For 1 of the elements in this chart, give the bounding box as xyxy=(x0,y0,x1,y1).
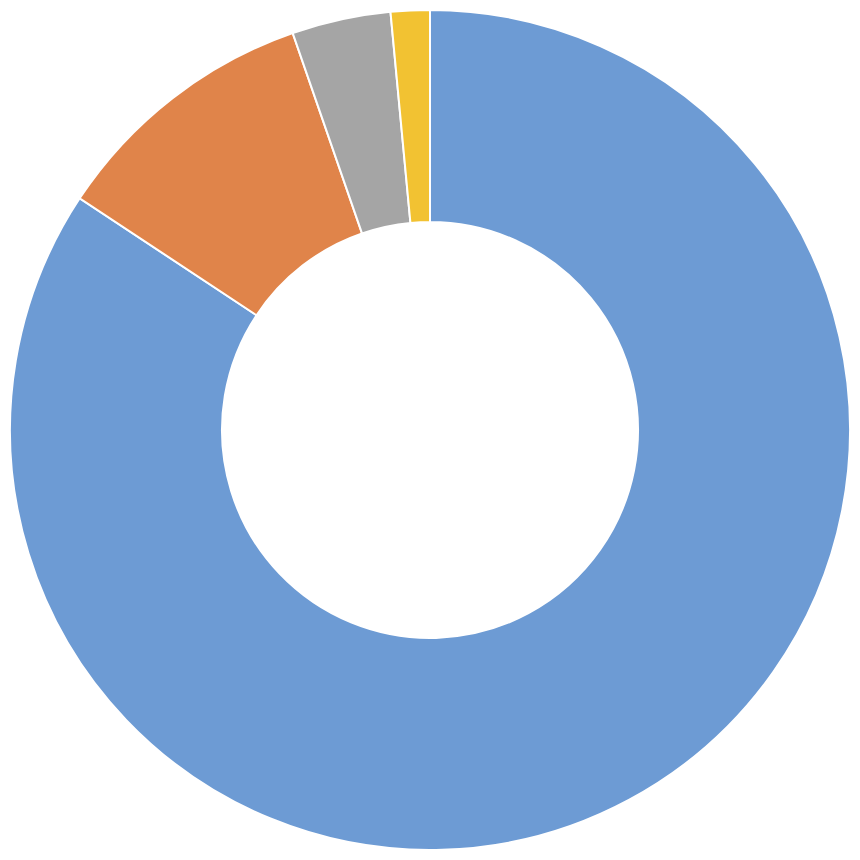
donut-slice xyxy=(9,9,851,851)
